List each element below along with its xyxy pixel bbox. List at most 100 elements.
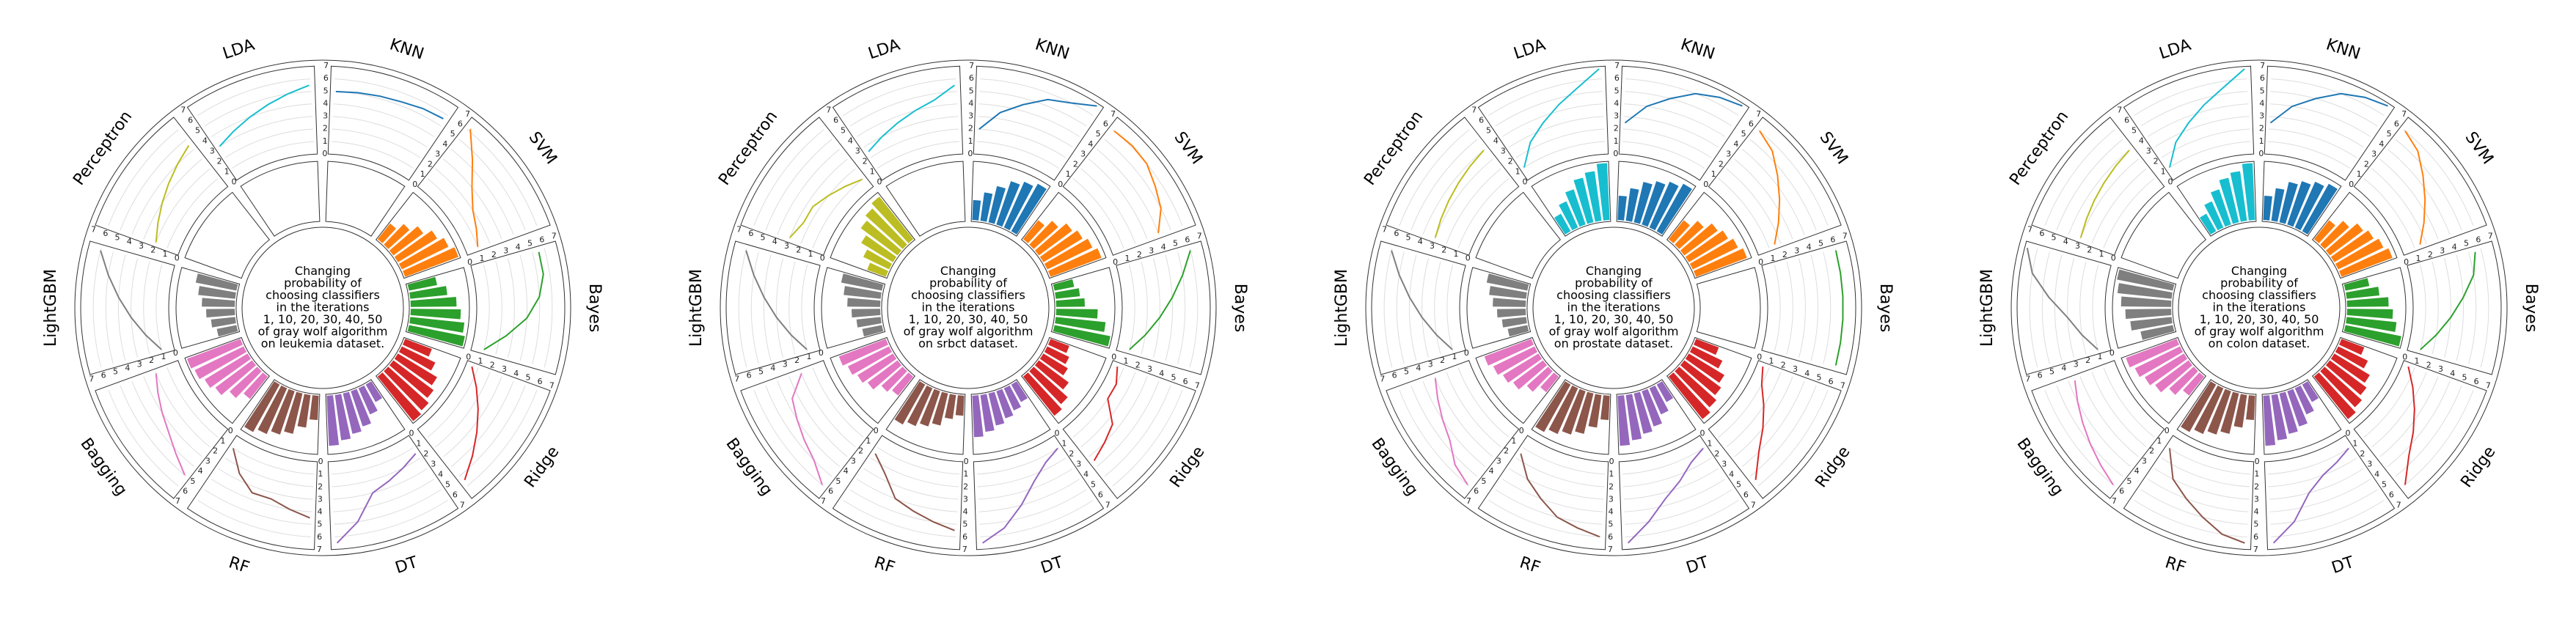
tick-label: 2 [1137,250,1142,259]
tick-label: 6 [188,115,193,125]
tick-label: 7 [1466,496,1471,506]
grid-arc [765,139,833,231]
tick-label: 6 [1103,119,1108,128]
tick-label: 0 [964,457,969,466]
tick-label: 3 [784,241,789,251]
tick-label: 4 [323,98,328,108]
tick-label: 3 [2259,111,2264,121]
grid-arc [2161,128,2250,158]
grid-arc [788,376,848,457]
tick-label: 0 [1464,348,1469,358]
grid-arc [1726,372,1782,448]
grid-arc [2269,468,2364,500]
tick-label: 1 [1711,169,1716,179]
bar-perceptron [863,249,893,270]
tick-label: 0 [820,253,825,262]
bar-svm [2335,238,2384,270]
center-caption-line: in the iterations [277,301,370,314]
grid-arc [1088,158,1148,240]
grid-arc [2079,261,2087,355]
grid-arc [333,479,434,512]
outer-sector-frame [1062,360,1196,499]
bar-svm [1685,230,1728,262]
tick-label: 3 [435,150,440,159]
tick-label: 0 [1609,457,1614,466]
bar-rf [2246,395,2255,420]
tick-label: 0 [1113,257,1118,267]
center-caption-line: Changing [1586,264,1642,278]
series-line-rf [2168,448,2245,544]
tick-label: 7 [2117,105,2122,114]
bar-ridge [1680,360,1721,396]
bar-lda [1565,189,1586,227]
classifier-label: Ridge [1812,443,1854,491]
tick-label: 0 [231,177,236,186]
tick-label: 3 [431,460,436,469]
classifier-label: LDA [1512,36,1548,63]
tick-label: 2 [963,482,968,491]
tick-label: 6 [2124,115,2129,125]
tick-label: 3 [2367,460,2372,469]
grid-arc [443,158,502,240]
tick-label: 1 [807,352,812,361]
grid-arc [1523,447,1606,475]
tick-label: 2 [490,361,495,370]
center-caption-line: in the iterations [1567,301,1661,314]
grid-arc [1622,447,1705,475]
bar-perceptron [860,220,902,256]
tick-label: 3 [968,111,973,121]
bar-knn [996,181,1020,227]
tick-label: 7 [2260,61,2265,70]
tick-label: 1 [2098,352,2103,361]
grid-arc [1088,376,1148,457]
center-caption-line: on prostate dataset. [1554,336,1673,350]
tick-label: 5 [317,520,322,529]
grid-arc [1096,149,1160,235]
grid-arc [131,380,195,467]
bar-dt [996,389,1014,419]
grid-arc [977,457,1066,487]
bar-ridge [2325,360,2367,396]
tick-label: 6 [1185,235,1190,244]
bar-ridge [2313,372,2356,419]
grid-arc [450,149,514,235]
tick-label: 1 [224,166,230,176]
grid-arc [2154,468,2250,500]
bar-bagging [230,367,262,398]
grid-arc [1622,141,1705,169]
tick-label: 4 [770,363,775,372]
grid-arc [1446,265,1454,351]
grid-arc [800,168,856,244]
bar-knn [988,185,1006,224]
tick-label: 6 [833,115,838,125]
grid-arc [1112,389,1183,487]
tick-label: 7 [1608,545,1613,554]
tick-label: 7 [2253,545,2258,554]
tick-label: 1 [1770,254,1775,263]
bar-lightgbm [211,317,236,328]
bar-lightgbm [852,309,881,318]
tick-label: 4 [2139,136,2144,145]
tick-label: 0 [1058,180,1063,189]
bar-dt [1625,394,1642,441]
bar-bagging [1512,360,1548,390]
inner-sector-frame [1475,191,1562,279]
classifier-label: LightGBM [42,269,60,347]
tick-label: 0 [819,348,824,358]
tick-label: 4 [963,507,968,517]
tick-label: 3 [963,494,968,504]
tick-label: 2 [1504,446,1509,456]
grid-arc [2103,178,2155,248]
tick-label: 6 [2474,377,2479,386]
tick-label: 7 [969,61,974,70]
grid-arc [2395,139,2462,231]
grid-arc [978,479,1080,512]
bar-knn [1649,181,1679,231]
grid-arc [1502,479,1603,512]
tick-label: 5 [962,520,967,529]
